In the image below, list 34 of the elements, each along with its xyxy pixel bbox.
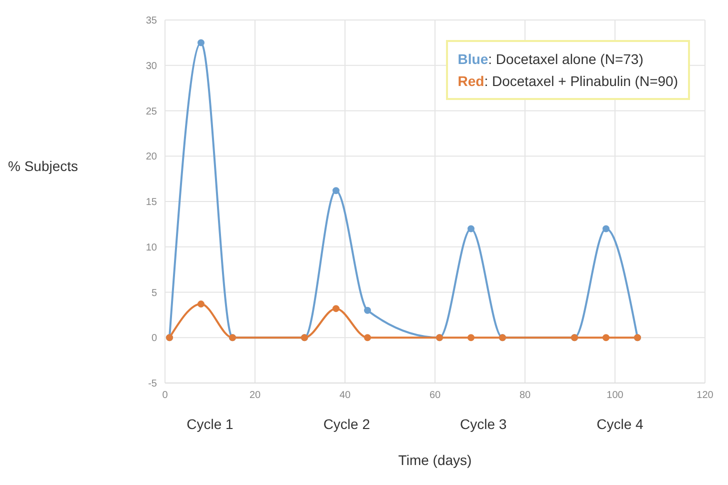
- y-tick-label: 5: [151, 288, 158, 299]
- y-tick-label: -5: [148, 378, 158, 390]
- y-tick-label: 0: [151, 333, 158, 344]
- text: Cycle 2: [323, 416, 370, 432]
- point: [364, 334, 371, 342]
- y-axis-title: % Subjects: [8, 158, 78, 174]
- x-axis-title: Time (days): [398, 452, 472, 468]
- text: Cycle 4: [596, 416, 644, 432]
- point: [332, 187, 340, 194]
- x-tick-label: 20: [249, 390, 261, 402]
- point: [332, 305, 340, 312]
- text: Cycle 3: [460, 416, 507, 432]
- point: [602, 334, 610, 342]
- x-tick-label: 120: [696, 390, 714, 402]
- text: Cycle 1: [186, 416, 234, 432]
- point: [602, 225, 610, 232]
- point: [468, 225, 474, 232]
- y-tick-label: 10: [146, 242, 158, 254]
- x-tick-label: 40: [339, 390, 351, 402]
- y-tick-label: 30: [146, 60, 158, 72]
- text: Blue: Docetaxel alone (N=73): [458, 50, 644, 69]
- point: [364, 306, 371, 314]
- x-tick-label: 0: [162, 390, 168, 402]
- y-tick-label: 35: [146, 16, 158, 27]
- x-tick-label: 60: [429, 390, 441, 402]
- y-tick-label: 15: [146, 197, 158, 208]
- y-tick-label: 20: [146, 152, 158, 163]
- y-tick-label: 25: [146, 106, 158, 118]
- x-tick-label: 80: [519, 390, 531, 402]
- point: [198, 39, 204, 46]
- x-tick-label: 100: [606, 390, 624, 402]
- text: Red: Docetaxel + Plinabulin (N=90): [458, 72, 678, 91]
- point: [468, 334, 474, 342]
- point: [198, 300, 204, 308]
